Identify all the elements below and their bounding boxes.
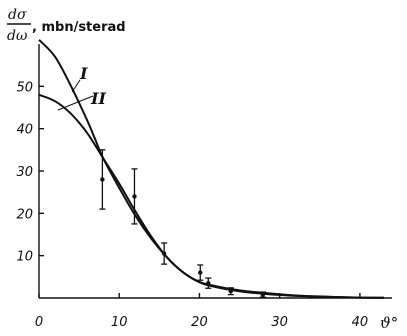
x-tick-label: 20: [191, 315, 208, 330]
data-point: [197, 264, 204, 281]
y-tick-label: 10: [16, 250, 33, 265]
x-tick-label: 10: [111, 315, 128, 330]
ylabel-unit: , mbn/sterad: [32, 20, 126, 35]
point-marker: [100, 177, 105, 182]
point-marker: [206, 280, 211, 286]
data-point: [131, 168, 138, 225]
x-axis-label: ϑ°: [380, 314, 398, 332]
data-point: [227, 287, 234, 296]
x-tick-label: 30: [271, 315, 288, 330]
x-tick-label: 0: [35, 315, 43, 330]
point-marker: [198, 270, 203, 275]
x-ticks: 0 10 20 30 40: [35, 293, 368, 330]
curve-i-label: I: [79, 64, 88, 83]
x-tick-label: 40: [352, 315, 369, 330]
curve-ii-label: II: [90, 89, 106, 108]
ylabel-numerator: dσ: [8, 7, 27, 23]
y-tick-label: 50: [16, 80, 33, 95]
curve-i-leader: [71, 79, 81, 93]
y-tick-label: 30: [16, 165, 33, 180]
data-point: [259, 291, 266, 298]
point-marker: [161, 251, 167, 256]
ylabel-denominator: dω: [7, 28, 28, 44]
y-ticks: 10 20 30 40 50: [16, 80, 44, 265]
series-line-2: [38, 93, 385, 299]
curves: [38, 39, 385, 299]
series-line-1: [38, 39, 385, 299]
data-point: [161, 242, 168, 265]
curve-ii-leader: [57, 95, 94, 111]
point-marker: [228, 289, 233, 294]
measurements: [99, 149, 266, 298]
y-tick-label: 40: [16, 123, 33, 138]
point-marker: [132, 194, 137, 199]
point-marker: [260, 292, 266, 297]
data-point: [99, 149, 106, 210]
y-tick-label: 20: [16, 207, 33, 222]
data-point: [205, 277, 212, 289]
